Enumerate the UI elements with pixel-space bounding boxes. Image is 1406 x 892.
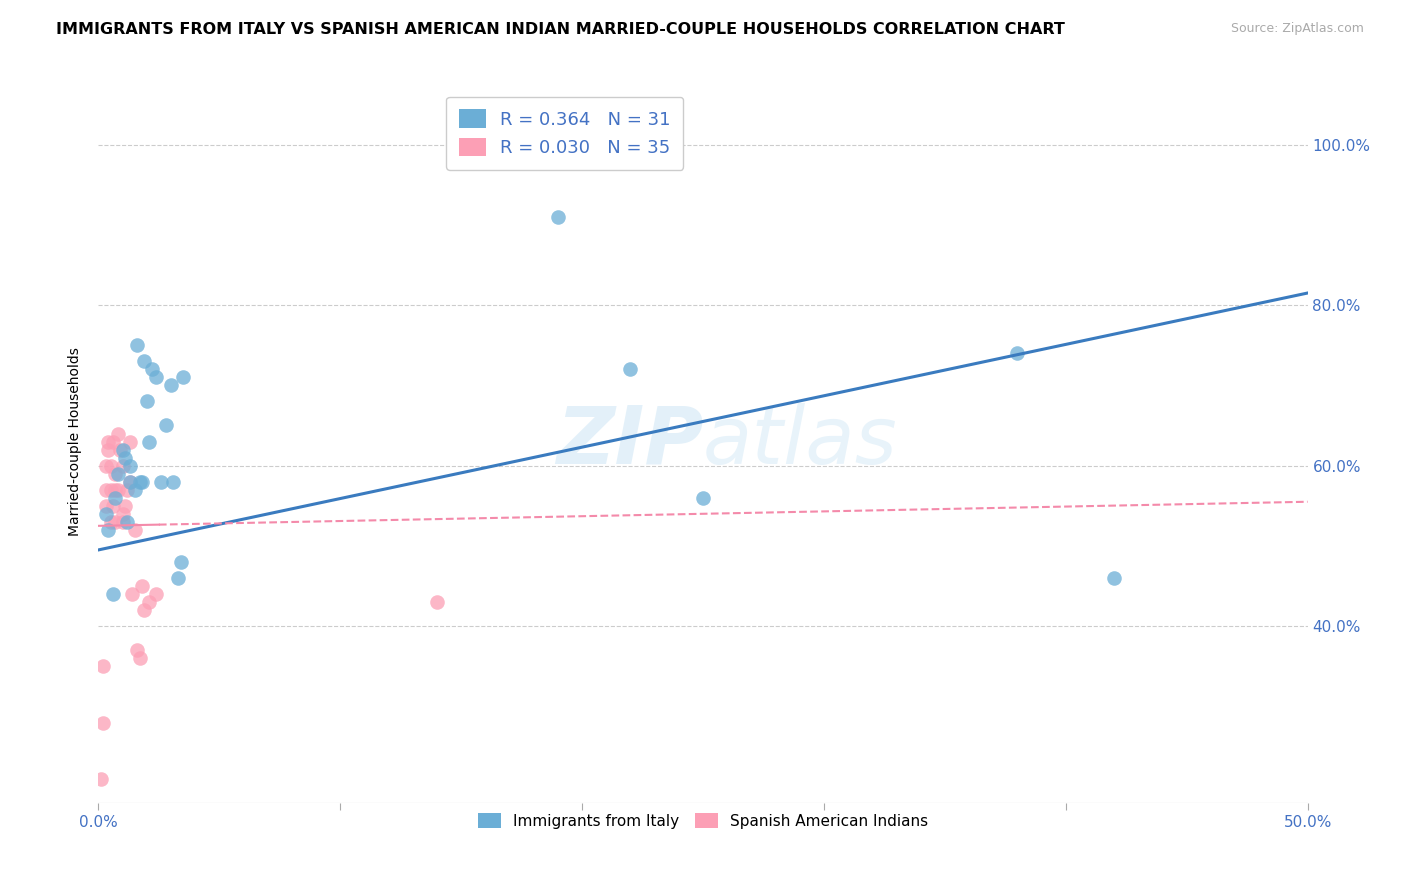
Point: [100, 483, 122, 497]
Point: [127, 643, 149, 657]
Point: [138, 595, 160, 609]
Point: [104, 467, 127, 481]
Point: [118, 475, 141, 489]
Point: [118, 458, 141, 473]
Point: [118, 475, 141, 489]
Point: [111, 507, 134, 521]
Legend: Immigrants from Italy, Spanish American Indians: Immigrants from Italy, Spanish American …: [472, 806, 934, 835]
Point: [118, 434, 141, 449]
Point: [128, 651, 150, 665]
Point: [692, 491, 714, 505]
Text: IMMIGRANTS FROM ITALY VS SPANISH AMERICAN INDIAN MARRIED-COUPLE HOUSEHOLDS CORRE: IMMIGRANTS FROM ITALY VS SPANISH AMERICA…: [56, 22, 1066, 37]
Point: [101, 499, 124, 513]
Point: [94, 483, 117, 497]
Point: [97, 523, 120, 537]
Point: [101, 434, 124, 449]
Point: [111, 442, 134, 457]
Point: [121, 587, 143, 601]
Point: [94, 507, 117, 521]
Point: [160, 378, 183, 392]
Text: ZIP: ZIP: [555, 402, 703, 481]
Point: [107, 426, 129, 441]
Point: [127, 338, 149, 352]
Point: [128, 475, 150, 489]
Point: [91, 715, 114, 730]
Point: [145, 370, 167, 384]
Point: [94, 458, 117, 473]
Point: [107, 483, 129, 497]
Point: [111, 458, 134, 473]
Point: [97, 434, 120, 449]
Point: [97, 442, 120, 457]
Text: atlas: atlas: [703, 402, 898, 481]
Point: [124, 523, 146, 537]
Point: [114, 450, 136, 465]
Point: [94, 499, 117, 513]
Point: [162, 475, 184, 489]
Point: [1102, 571, 1125, 585]
Point: [104, 483, 127, 497]
Point: [138, 434, 160, 449]
Point: [111, 515, 134, 529]
Point: [131, 475, 153, 489]
Point: [167, 571, 190, 585]
Point: [114, 499, 136, 513]
Point: [91, 659, 114, 673]
Point: [134, 354, 156, 368]
Point: [117, 483, 139, 497]
Point: [131, 579, 153, 593]
Point: [90, 772, 112, 786]
Point: [169, 555, 191, 569]
Point: [145, 587, 167, 601]
Point: [619, 362, 641, 376]
Point: [100, 458, 122, 473]
Y-axis label: Married-couple Households: Married-couple Households: [69, 347, 83, 536]
Point: [155, 418, 177, 433]
Point: [124, 483, 146, 497]
Point: [117, 515, 139, 529]
Point: [135, 394, 157, 409]
Point: [426, 595, 449, 609]
Point: [1007, 346, 1029, 360]
Point: [134, 603, 156, 617]
Point: [172, 370, 194, 384]
Point: [100, 515, 122, 529]
Point: [108, 442, 131, 457]
Point: [101, 587, 124, 601]
Point: [141, 362, 163, 376]
Point: [150, 475, 173, 489]
Point: [107, 467, 129, 481]
Point: [547, 210, 569, 224]
Point: [104, 491, 127, 505]
Text: Source: ZipAtlas.com: Source: ZipAtlas.com: [1230, 22, 1364, 36]
Point: [104, 515, 127, 529]
